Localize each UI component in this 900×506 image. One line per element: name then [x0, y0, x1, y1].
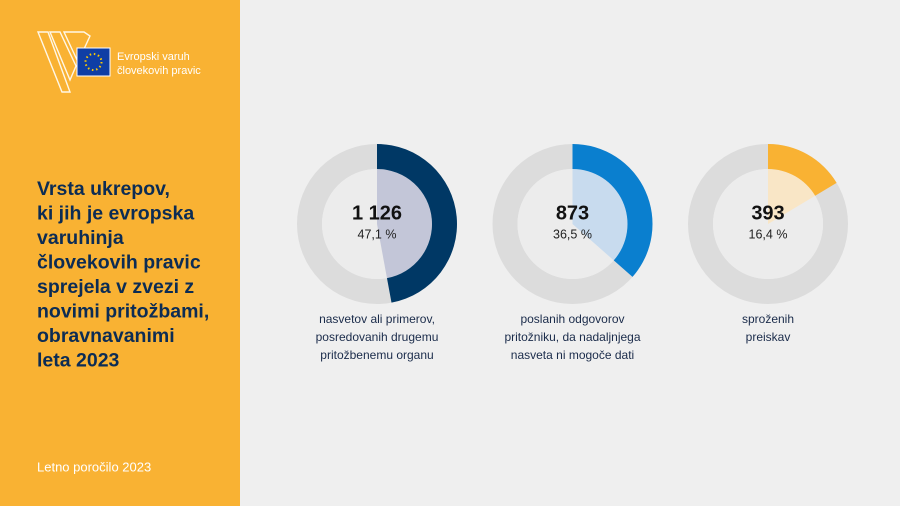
title-line: obravnavanimi — [37, 325, 175, 347]
category-label: preiskav — [746, 330, 791, 344]
category-label: pritožniku, da nadaljnjega — [504, 330, 640, 344]
title-line: sprejela v zvezi z — [37, 276, 194, 298]
title-line: Vrsta ukrepov, — [37, 178, 170, 200]
sidebar — [0, 0, 240, 506]
donut-arc — [768, 144, 837, 196]
category-label: sproženih — [742, 312, 794, 326]
donut-wedge — [768, 169, 816, 224]
donut-arc — [377, 144, 458, 303]
eu-flag — [76, 47, 111, 77]
share-label: 36,5 % — [553, 227, 592, 241]
title-line: ki jih je evropska — [37, 203, 194, 225]
category-label: poslanih odgovorov — [520, 312, 624, 326]
donut-arc — [572, 144, 653, 277]
logo-mark — [36, 31, 91, 93]
share-label: 16,4 % — [749, 227, 788, 241]
category-label: nasveta ni mogoče dati — [511, 348, 634, 362]
footer: Letno poročilo 2023 — [37, 459, 151, 474]
eu-stars — [84, 53, 103, 71]
sidebar-title: Vrsta ukrepov, ki jih je evropskavaruhinj… — [37, 178, 209, 372]
logo — [36, 31, 91, 93]
logo-text: človekovih pravic — [117, 65, 201, 77]
title-line: človekovih pravic — [37, 252, 201, 274]
logo-text: Evropski varuh — [117, 51, 190, 63]
share-label: 47,1 % — [358, 227, 397, 241]
donut-wedge — [377, 169, 432, 279]
category-label: posredovanih drugemu — [316, 330, 439, 344]
count-label: 873 — [556, 202, 589, 224]
title-line: varuhinja — [37, 227, 124, 249]
category-label: pritožbenemu organu — [320, 348, 433, 362]
count-label: 393 — [751, 202, 784, 224]
title-line: novimi pritožbami, — [37, 301, 209, 323]
donut-wedge — [572, 169, 628, 261]
count-label: 1 126 — [352, 202, 402, 224]
title-line: leta 2023 — [37, 350, 120, 372]
category-label: nasvetov ali primerov, — [319, 312, 435, 326]
